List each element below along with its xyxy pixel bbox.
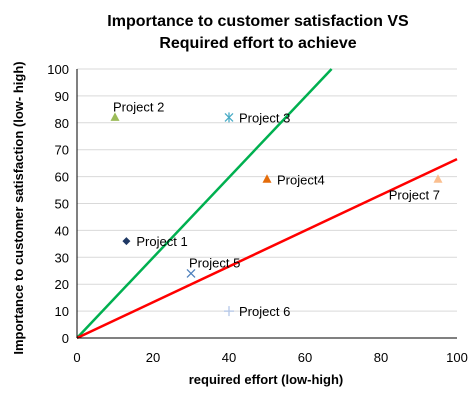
point-label-project-6: Project 6 — [239, 304, 290, 319]
y-tick-label: 20 — [55, 277, 69, 292]
x-tick-label: 80 — [374, 350, 388, 365]
x-axis-title: required effort (low-high) — [189, 372, 344, 387]
marker-project-2 — [110, 112, 120, 121]
point-label-project-1: Project 1 — [136, 234, 187, 249]
y-tick-label: 50 — [55, 197, 69, 212]
x-tick-label: 40 — [222, 350, 236, 365]
point-labels: Project 1 Project 2 Project 3 Project4 Proje… — [113, 99, 440, 319]
y-tick-label: 100 — [47, 62, 69, 77]
data-points — [110, 112, 443, 317]
marker-project-3 — [224, 112, 234, 123]
point-label-project-5: Project 5 — [189, 255, 240, 270]
trend-line — [76, 68, 333, 339]
marker-project4 — [262, 174, 272, 183]
y-tick-label: 0 — [62, 331, 69, 346]
y-tick-label: 70 — [55, 143, 69, 158]
point-label-project4: Project4 — [277, 172, 325, 187]
x-tick-label: 20 — [146, 350, 160, 365]
point-label-project-2: Project 2 — [113, 99, 164, 114]
y-tick-label: 80 — [55, 116, 69, 131]
marker-project-7 — [433, 174, 443, 183]
y-tick-label: 40 — [55, 223, 69, 238]
marker-project-6 — [224, 306, 234, 317]
x-tick-label: 60 — [298, 350, 312, 365]
y-axis-title: Importance to customer satisfaction (low… — [11, 61, 26, 354]
marker-project-1 — [122, 237, 131, 246]
trend-line — [76, 157, 458, 340]
y-tick-label: 90 — [55, 89, 69, 104]
trend-lines — [76, 68, 458, 340]
chart-title-line-2: Required effort to achieve — [159, 35, 356, 52]
point-label-project-3: Project 3 — [239, 110, 290, 125]
x-tick-label: 0 — [73, 350, 80, 365]
y-tick-label: 60 — [55, 170, 69, 185]
tick-labels: 0 10 20 30 40 50 60 70 80 90 100 0 20 40 60 80 100 — [47, 62, 468, 365]
y-tick-label: 30 — [55, 250, 69, 265]
chart-title-line-1: Importance to customer satisfaction VS — [107, 13, 409, 30]
marker-project-5 — [186, 268, 196, 278]
y-tick-label: 10 — [55, 304, 69, 319]
x-tick-label: 100 — [446, 350, 468, 365]
point-label-project-7: Project 7 — [389, 187, 440, 202]
axes — [76, 69, 457, 339]
